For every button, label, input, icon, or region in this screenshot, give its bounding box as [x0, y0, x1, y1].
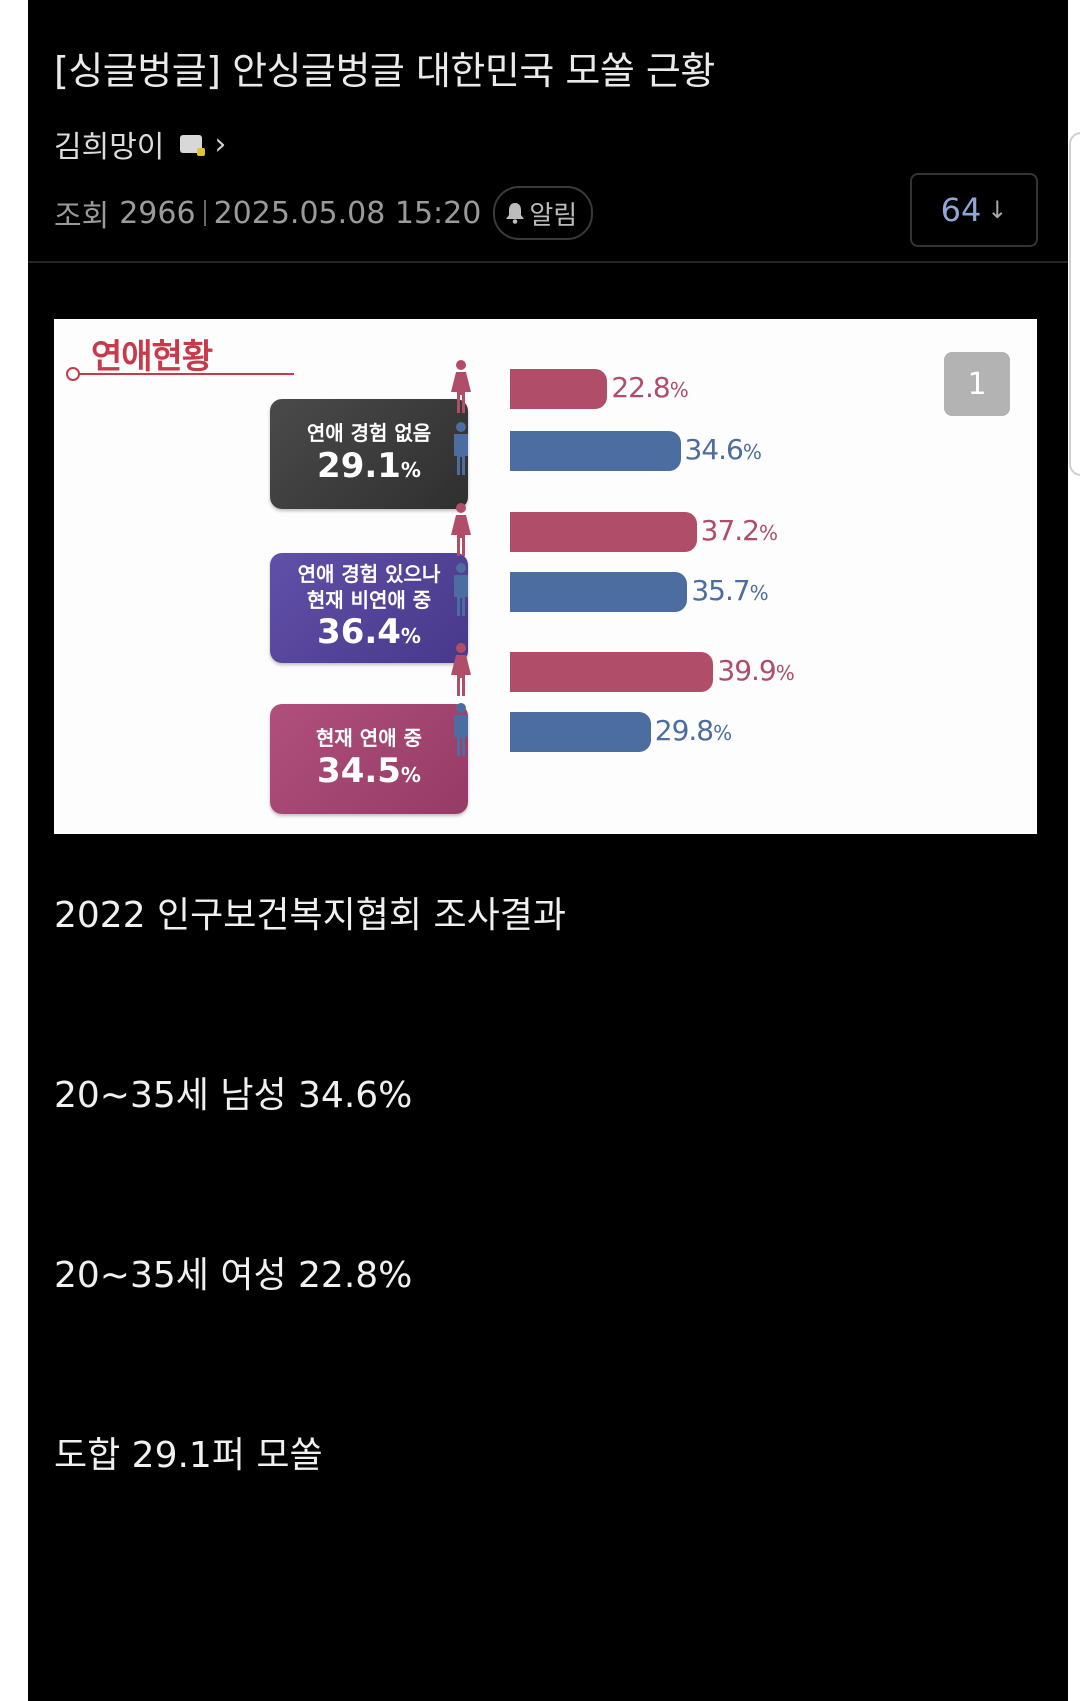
male-icon — [450, 702, 472, 758]
header-divider — [28, 261, 1068, 263]
group-box-past-experience: 연애 경험 있으나 현재 비연애 중 36.4% — [270, 553, 468, 663]
male-icon — [450, 562, 472, 618]
infographic-title: 연애현황 — [91, 337, 213, 377]
views-count: 2966 — [119, 195, 196, 231]
author-name[interactable]: 김희망이 — [54, 130, 165, 165]
author-row[interactable]: 김희망이 › — [54, 122, 226, 166]
bar-male — [510, 572, 688, 612]
bar-value-male: 29.8% — [654, 714, 732, 747]
group-label: 연애 경험 없음 — [306, 421, 432, 445]
group-label: 현재 연애 중 — [316, 726, 422, 750]
group-label: 연애 경험 있으나 현재 비연애 중 — [297, 562, 441, 612]
meta-divider — [203, 200, 206, 226]
body-line-source: 2022 인구보건복지협회 조사결과 — [54, 895, 566, 936]
alarm-button[interactable]: 알림 — [493, 186, 594, 240]
group-total: 34.5% — [317, 751, 421, 791]
body-line-female: 20~35세 여성 22.8% — [54, 1255, 413, 1296]
bar-female — [510, 512, 697, 552]
group-box-no-experience: 연애 경험 없음 29.1% — [270, 399, 468, 509]
bar-value-female: 37.2% — [700, 514, 778, 547]
title-underline — [74, 373, 294, 375]
post-meta: 조회 2966 2025.05.08 15:20 알림 — [54, 186, 594, 240]
group-box-currently-dating: 현재 연애 중 34.5% — [270, 704, 468, 814]
views-label: 조회 — [54, 199, 110, 234]
body-line-total: 도합 29.1퍼 모쏠 — [54, 1435, 323, 1476]
post-title: [싱글벙글] 안싱글벙글 대한민국 모쏠 근황 — [54, 49, 715, 93]
image-page-badge: 1 — [944, 352, 1010, 416]
comment-jump-button[interactable]: 64 ↓ — [910, 173, 1038, 247]
bar-value-female: 22.8% — [611, 371, 688, 404]
side-panel-edge[interactable] — [1069, 132, 1080, 476]
post-datetime: 2025.05.08 15:20 — [213, 195, 482, 231]
alarm-label: 알림 — [529, 200, 578, 231]
body-line-male: 20~35세 남성 34.6% — [54, 1075, 413, 1116]
post-screen — [28, 0, 1068, 1701]
bar-female — [510, 369, 608, 409]
post-image-infographic[interactable]: 연애현황 1 연애 경험 없음 29.1% 연애 경험 있으나 현재 비연애 중… — [54, 319, 1037, 834]
chevron-right-icon[interactable]: › — [214, 126, 227, 162]
title-dot — [66, 367, 80, 381]
bar-value-male: 34.6% — [684, 433, 762, 466]
bar-value-male: 35.7% — [691, 574, 768, 607]
group-total: 36.4% — [317, 612, 421, 652]
female-icon — [450, 359, 472, 415]
arrow-down-icon: ↓ — [987, 196, 1008, 224]
bar-value-female: 39.9% — [717, 654, 794, 687]
bar-male — [510, 431, 681, 471]
female-icon — [450, 502, 472, 558]
comment-count: 64 — [940, 191, 982, 229]
bar-male — [510, 712, 651, 752]
level-badge-icon — [180, 135, 206, 156]
bell-icon — [505, 202, 525, 224]
bar-female — [510, 652, 714, 692]
female-icon — [450, 642, 472, 698]
group-total: 29.1% — [317, 446, 421, 486]
male-icon — [450, 421, 472, 477]
